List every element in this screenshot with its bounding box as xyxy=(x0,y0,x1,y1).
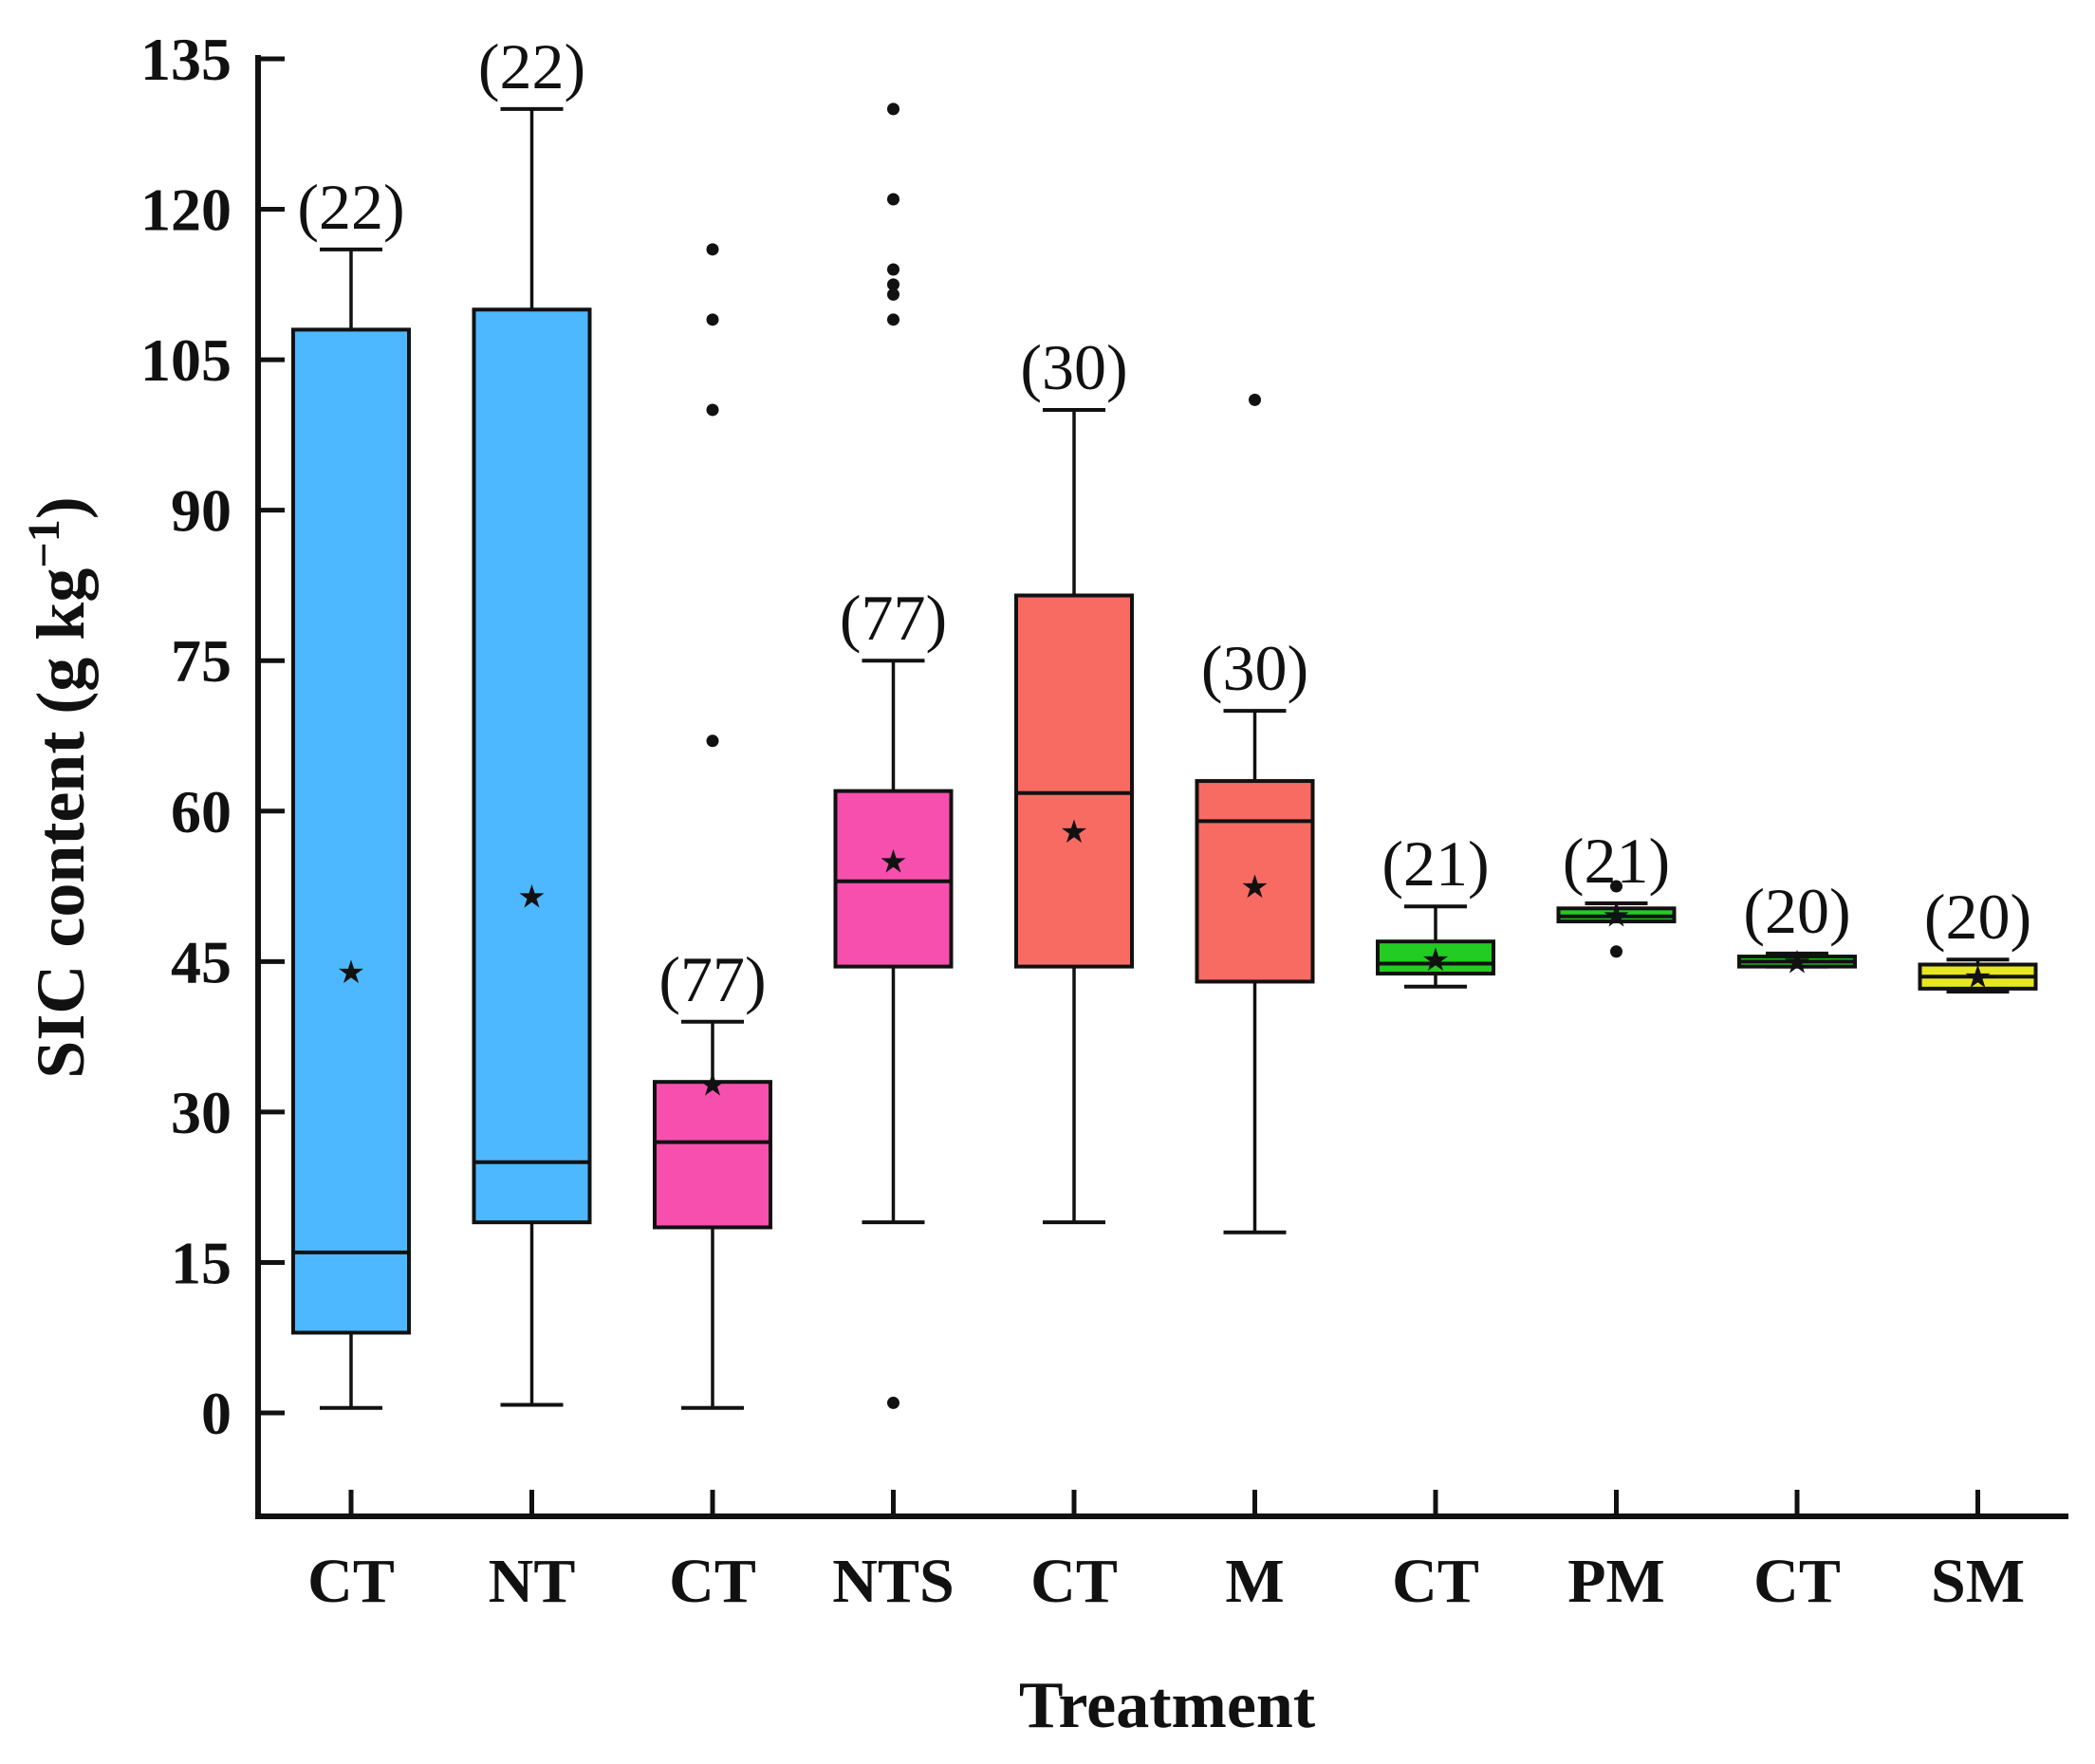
y-tick-label: 45 xyxy=(171,928,232,995)
y-tick-label: 105 xyxy=(140,326,232,394)
outlier-point xyxy=(706,243,719,256)
outlier-point xyxy=(887,263,899,276)
x-tick-label: PM xyxy=(1567,1547,1665,1616)
y-tick-label: 60 xyxy=(171,778,232,845)
y-tick-label: 15 xyxy=(171,1229,232,1296)
x-tick-label: CT xyxy=(1753,1547,1841,1616)
mean-marker: ★ xyxy=(1963,958,1992,996)
y-tick-label: 135 xyxy=(140,26,232,93)
mean-marker: ★ xyxy=(1783,943,1811,981)
outlier-point xyxy=(887,1396,899,1409)
box-group: ★ xyxy=(1556,880,1677,958)
labels: 0 15 30 45 60 75 90 105 120 135 CT NT CT NTS CT M CT PM CT… xyxy=(19,26,2031,1742)
box-group: ★ xyxy=(1195,393,1315,1235)
count-label: (22) xyxy=(478,30,585,102)
mean-marker: ★ xyxy=(1602,898,1630,936)
count-label: (21) xyxy=(1563,825,1670,897)
y-axis-title: SIC content (g kg−1) xyxy=(19,496,99,1078)
box xyxy=(1195,779,1315,984)
outlier-point xyxy=(887,102,899,116)
outlier-point xyxy=(887,313,899,326)
box xyxy=(1014,593,1134,969)
y-tick-label: 90 xyxy=(171,477,232,545)
mean-marker: ★ xyxy=(517,879,546,917)
boxes: ★ ★ ★ ★ ★ ★ ★ ★ ★ ★ xyxy=(291,102,2038,1410)
count-label: (20) xyxy=(1924,881,2031,953)
box-group: ★ xyxy=(472,106,592,1407)
y-axis-title-sup: −1 xyxy=(19,519,69,567)
box-group: ★ xyxy=(1737,943,1857,981)
box xyxy=(1376,939,1495,976)
y-axis-title-close: ) xyxy=(23,496,99,519)
mean-marker: ★ xyxy=(879,844,907,882)
box-group: ★ xyxy=(833,102,954,1409)
x-tick-label: NT xyxy=(489,1547,576,1616)
y-tick-label: 0 xyxy=(201,1380,232,1447)
x-tick-label: NTS xyxy=(832,1547,954,1616)
x-tick-label: M xyxy=(1225,1547,1284,1616)
outlier-point xyxy=(706,313,719,326)
outlier-point xyxy=(1610,945,1622,958)
y-axis-title-main: SIC content (g kg xyxy=(23,568,99,1079)
count-label: (21) xyxy=(1381,827,1489,900)
count-label: (20) xyxy=(1743,875,1850,947)
axes xyxy=(255,55,2068,1519)
count-label: (22) xyxy=(297,171,404,243)
count-label: (30) xyxy=(1020,331,1127,403)
x-tick-label: CT xyxy=(307,1547,395,1616)
box-group: ★ xyxy=(1918,957,2038,996)
box-group: ★ xyxy=(653,243,772,1410)
outlier-point xyxy=(887,278,899,291)
outlier-point xyxy=(887,193,899,206)
outlier-point xyxy=(887,288,899,301)
outlier-point xyxy=(706,734,719,748)
mean-marker: ★ xyxy=(1060,813,1088,851)
mean-marker: ★ xyxy=(1240,868,1269,906)
mean-marker: ★ xyxy=(698,1066,727,1104)
count-label: (77) xyxy=(658,943,766,1015)
count-label: (30) xyxy=(1201,632,1308,704)
outlier-point xyxy=(706,403,719,417)
x-axis-title: Treatment xyxy=(1019,1669,1315,1742)
outlier-point xyxy=(1610,880,1622,893)
y-tick-label: 30 xyxy=(171,1079,232,1146)
box-group: ★ xyxy=(1376,904,1495,989)
box xyxy=(833,789,954,969)
mean-marker: ★ xyxy=(1421,941,1450,979)
box xyxy=(472,307,592,1225)
box-group: ★ xyxy=(291,247,411,1410)
y-tick-label: 120 xyxy=(140,176,232,244)
x-tick-label: CT xyxy=(1030,1547,1118,1616)
x-tick-label: SM xyxy=(1931,1547,2025,1616)
mean-marker: ★ xyxy=(337,954,365,992)
y-tick-label: 75 xyxy=(171,627,232,695)
x-tick-label: CT xyxy=(669,1547,756,1616)
box xyxy=(653,1080,772,1230)
count-label: (77) xyxy=(840,582,947,654)
outlier-point xyxy=(1249,393,1261,406)
x-tick-label: CT xyxy=(1392,1547,1479,1616)
box xyxy=(291,327,411,1335)
box-group: ★ xyxy=(1014,407,1134,1225)
